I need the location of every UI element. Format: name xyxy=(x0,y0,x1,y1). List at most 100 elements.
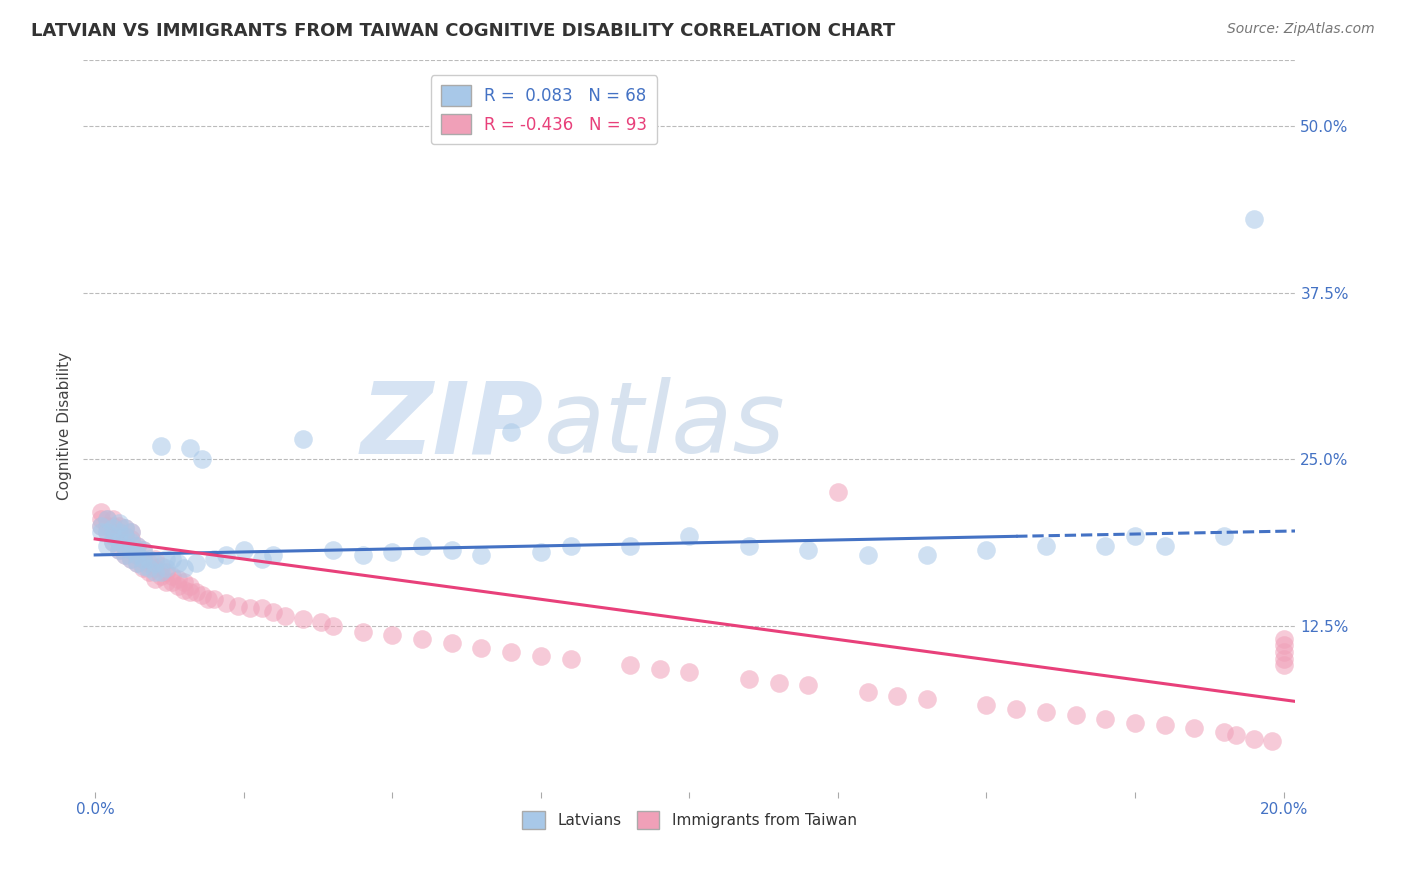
Point xyxy=(530,649,553,664)
Point xyxy=(352,625,374,640)
Point xyxy=(149,439,172,453)
Point xyxy=(856,548,879,562)
Point xyxy=(114,548,136,562)
Point xyxy=(120,525,142,540)
Point xyxy=(120,542,142,557)
Point xyxy=(114,539,136,553)
Point xyxy=(101,529,124,543)
Point xyxy=(501,425,523,440)
Point xyxy=(101,518,124,533)
Point xyxy=(226,599,249,613)
Point xyxy=(155,561,177,575)
Point xyxy=(96,512,118,526)
Point xyxy=(149,558,172,573)
Point xyxy=(108,542,131,557)
Point xyxy=(167,578,190,592)
Point xyxy=(197,591,219,606)
Point xyxy=(96,525,118,540)
Point xyxy=(738,672,761,686)
Point xyxy=(352,548,374,562)
Point xyxy=(1272,658,1295,673)
Point xyxy=(108,525,131,540)
Point xyxy=(202,591,225,606)
Point xyxy=(470,548,492,562)
Point xyxy=(125,539,148,553)
Point xyxy=(149,569,172,583)
Point xyxy=(191,588,214,602)
Point xyxy=(162,569,184,583)
Point xyxy=(262,605,284,619)
Point xyxy=(186,585,208,599)
Point xyxy=(738,539,761,553)
Point xyxy=(1153,718,1175,732)
Point xyxy=(125,556,148,570)
Point xyxy=(90,505,112,519)
Point xyxy=(239,601,262,615)
Point xyxy=(120,525,142,540)
Point xyxy=(1213,725,1236,739)
Point xyxy=(202,552,225,566)
Point xyxy=(167,556,190,570)
Point xyxy=(797,678,820,692)
Point xyxy=(114,529,136,543)
Point xyxy=(143,556,166,570)
Point xyxy=(262,548,284,562)
Point xyxy=(1184,721,1206,735)
Point xyxy=(101,525,124,540)
Point xyxy=(155,574,177,589)
Point xyxy=(274,609,297,624)
Point xyxy=(1035,705,1057,719)
Point xyxy=(440,542,463,557)
Point xyxy=(132,542,155,557)
Text: LATVIAN VS IMMIGRANTS FROM TAIWAN COGNITIVE DISABILITY CORRELATION CHART: LATVIAN VS IMMIGRANTS FROM TAIWAN COGNIT… xyxy=(31,22,896,40)
Point xyxy=(250,601,273,615)
Point xyxy=(96,539,118,553)
Point xyxy=(827,485,849,500)
Point xyxy=(560,652,582,666)
Point xyxy=(1272,632,1295,646)
Point xyxy=(678,529,700,543)
Point xyxy=(120,542,142,557)
Point xyxy=(1153,539,1175,553)
Point xyxy=(155,552,177,566)
Point xyxy=(101,512,124,526)
Point xyxy=(186,556,208,570)
Point xyxy=(1272,639,1295,653)
Point xyxy=(101,521,124,535)
Point xyxy=(179,578,201,592)
Point xyxy=(108,525,131,540)
Point xyxy=(143,552,166,566)
Point xyxy=(1035,539,1057,553)
Point xyxy=(101,534,124,549)
Point xyxy=(120,552,142,566)
Point xyxy=(1094,539,1116,553)
Point xyxy=(322,542,344,557)
Point xyxy=(440,636,463,650)
Point xyxy=(411,539,433,553)
Point xyxy=(149,566,172,580)
Point xyxy=(138,566,160,580)
Point xyxy=(470,641,492,656)
Point xyxy=(125,548,148,562)
Point xyxy=(108,518,131,533)
Point xyxy=(167,572,190,586)
Text: atlas: atlas xyxy=(544,377,786,475)
Point xyxy=(125,548,148,562)
Point xyxy=(132,542,155,557)
Point xyxy=(138,552,160,566)
Point xyxy=(90,525,112,540)
Point xyxy=(1225,728,1247,742)
Point xyxy=(648,663,671,677)
Point xyxy=(108,534,131,549)
Point xyxy=(768,675,790,690)
Point xyxy=(1260,734,1282,748)
Point xyxy=(114,529,136,543)
Point xyxy=(132,561,155,575)
Point xyxy=(114,521,136,535)
Point xyxy=(96,525,118,540)
Point xyxy=(143,561,166,575)
Point xyxy=(619,658,641,673)
Point xyxy=(132,552,155,566)
Point xyxy=(114,539,136,553)
Point xyxy=(1094,712,1116,726)
